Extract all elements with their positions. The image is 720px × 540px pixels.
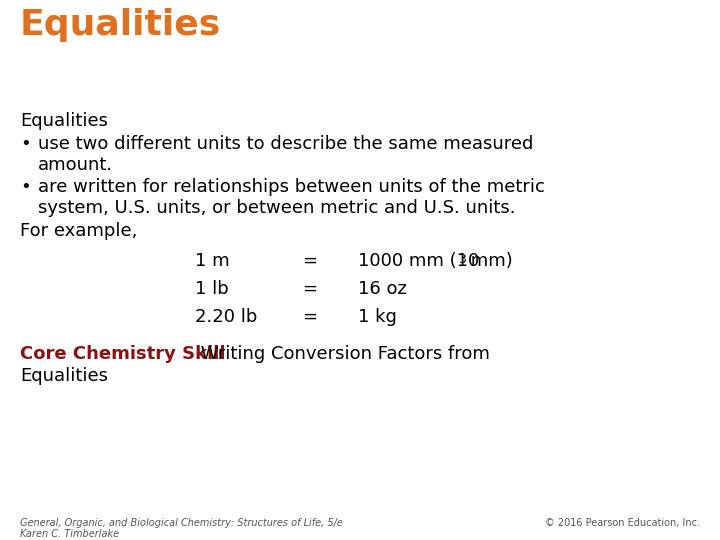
Text: are written for relationships between units of the metric: are written for relationships between un… bbox=[38, 178, 545, 196]
Text: © 2016 Pearson Education, Inc.: © 2016 Pearson Education, Inc. bbox=[545, 518, 700, 528]
Text: mm): mm) bbox=[465, 252, 513, 270]
Text: •: • bbox=[20, 178, 31, 196]
Text: Equalities: Equalities bbox=[20, 8, 221, 42]
Text: =: = bbox=[302, 308, 318, 326]
Text: 2.20 lb: 2.20 lb bbox=[195, 308, 257, 326]
Text: Equalities: Equalities bbox=[20, 112, 108, 130]
Text: system, U.S. units, or between metric and U.S. units.: system, U.S. units, or between metric an… bbox=[38, 199, 516, 217]
Text: Writing Conversion Factors from: Writing Conversion Factors from bbox=[195, 345, 490, 363]
Text: Karen C. Timberlake: Karen C. Timberlake bbox=[20, 529, 119, 539]
Text: use two different units to describe the same measured: use two different units to describe the … bbox=[38, 135, 534, 153]
Text: General, Organic, and Biological Chemistry: Structures of Life, 5/e: General, Organic, and Biological Chemist… bbox=[20, 518, 343, 528]
Text: =: = bbox=[302, 252, 318, 270]
Text: amount.: amount. bbox=[38, 156, 113, 174]
Text: For example,: For example, bbox=[20, 222, 138, 240]
Text: 1000 mm (10: 1000 mm (10 bbox=[358, 252, 480, 270]
Text: 16 oz: 16 oz bbox=[358, 280, 407, 298]
Text: 1 m: 1 m bbox=[195, 252, 230, 270]
Text: Core Chemistry Skill: Core Chemistry Skill bbox=[20, 345, 225, 363]
Text: •: • bbox=[20, 135, 31, 153]
Text: 1 lb: 1 lb bbox=[195, 280, 229, 298]
Text: 3: 3 bbox=[458, 253, 466, 266]
Text: =: = bbox=[302, 280, 318, 298]
Text: Equalities: Equalities bbox=[20, 367, 108, 385]
Text: 1 kg: 1 kg bbox=[358, 308, 397, 326]
